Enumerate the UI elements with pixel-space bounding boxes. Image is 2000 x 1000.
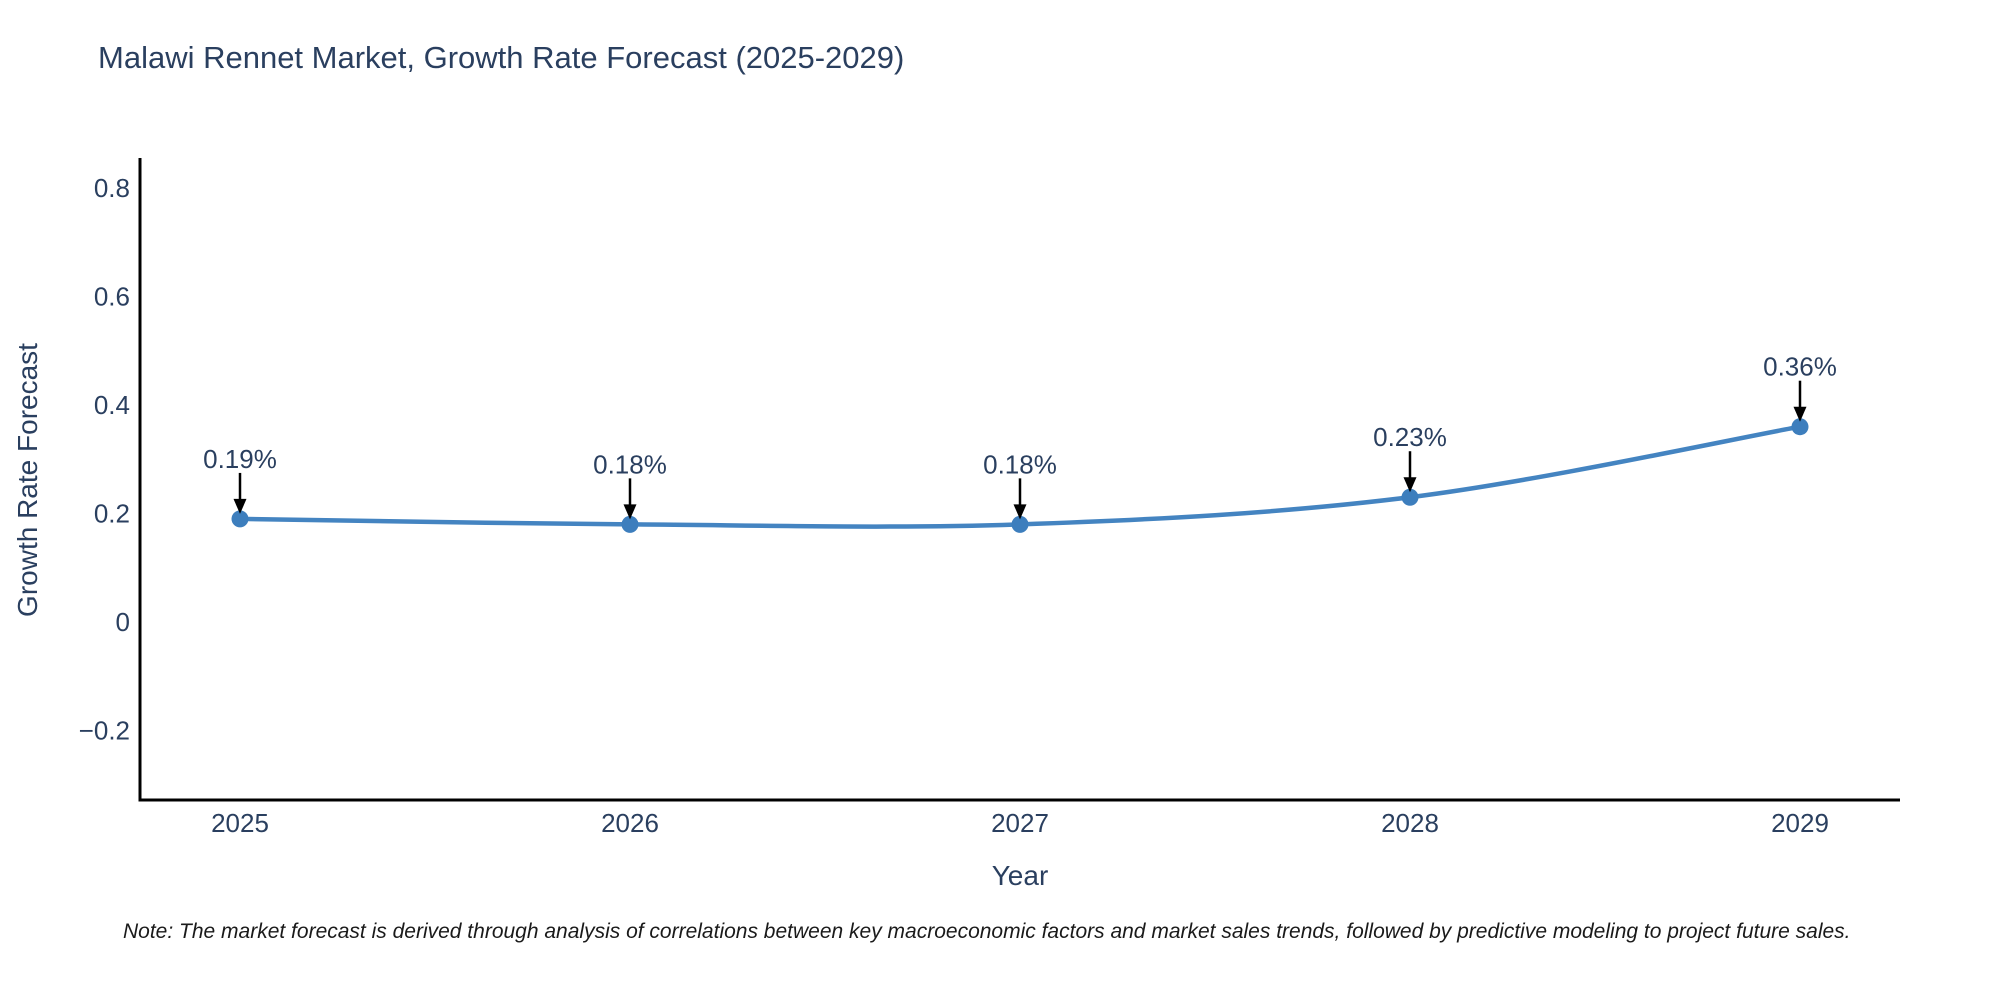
y-tick-label: 0 xyxy=(116,607,130,637)
x-axis-title: Year xyxy=(991,860,1049,891)
annotation-arrow-head xyxy=(1403,477,1417,493)
data-point-label: 0.18% xyxy=(983,449,1057,479)
annotation-arrow-head xyxy=(233,498,247,514)
data-point-marker xyxy=(621,515,639,533)
y-tick-label: 0.4 xyxy=(94,390,130,420)
annotation-arrow-head xyxy=(1793,406,1807,422)
data-point-label: 0.19% xyxy=(203,444,277,474)
annotation-arrow-head xyxy=(623,504,637,520)
x-tick-label: 2025 xyxy=(211,808,269,838)
y-tick-label: 0.8 xyxy=(94,173,130,203)
data-point-label: 0.23% xyxy=(1373,422,1447,452)
y-tick-label: 0.2 xyxy=(94,499,130,529)
x-tick-label: 2029 xyxy=(1771,808,1829,838)
data-point-marker xyxy=(1401,488,1419,506)
y-tick-label: −0.2 xyxy=(79,716,130,746)
data-point-marker xyxy=(1011,515,1029,533)
footnote: Note: The market forecast is derived thr… xyxy=(123,920,1851,943)
x-tick-label: 2026 xyxy=(601,808,659,838)
chart-title: Malawi Rennet Market, Growth Rate Foreca… xyxy=(98,40,905,75)
x-tick-label: 2027 xyxy=(991,808,1049,838)
data-point-label: 0.36% xyxy=(1763,352,1837,382)
data-point-marker xyxy=(1791,418,1809,436)
x-tick-label: 2028 xyxy=(1381,808,1439,838)
data-point-marker xyxy=(231,510,249,528)
data-point-label: 0.18% xyxy=(593,449,667,479)
y-tick-label: 0.6 xyxy=(94,282,130,312)
annotation-arrow-head xyxy=(1013,504,1027,520)
